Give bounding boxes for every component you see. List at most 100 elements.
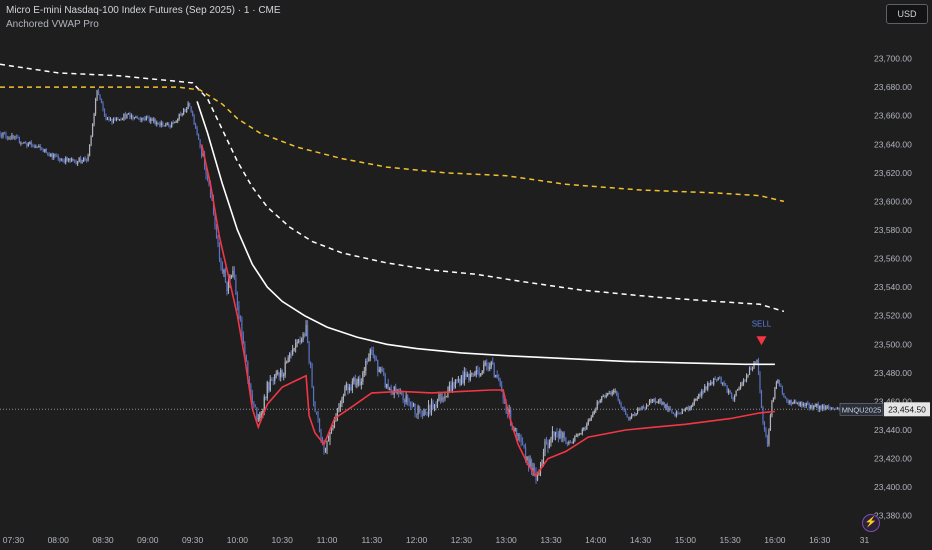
candle-body xyxy=(524,447,527,461)
currency-button[interactable]: USD xyxy=(886,4,928,24)
y-tick-label: 23,400.00 xyxy=(874,482,912,492)
candle-body xyxy=(177,118,179,121)
candle-body xyxy=(526,456,528,461)
candle-body xyxy=(775,382,778,388)
candle-body xyxy=(738,387,740,389)
candle-body xyxy=(0,135,3,137)
candle-body xyxy=(456,380,458,381)
candle-body xyxy=(507,412,509,414)
candle-body xyxy=(29,142,31,144)
candle-body xyxy=(741,383,743,385)
candle-body xyxy=(786,397,788,401)
candle-body xyxy=(442,397,445,399)
candle-body xyxy=(627,417,630,419)
x-tick-label: 08:30 xyxy=(92,535,114,545)
candle-body xyxy=(263,396,265,411)
candle-body xyxy=(548,442,551,448)
candle-body xyxy=(787,400,789,403)
candle-body xyxy=(120,119,122,121)
candle-body xyxy=(283,375,285,377)
candle-body xyxy=(211,197,213,200)
candle-body xyxy=(135,117,137,119)
candle-body xyxy=(756,360,758,363)
y-tick-label: 23,460.00 xyxy=(874,396,912,406)
candle-body xyxy=(496,374,498,379)
candle-body xyxy=(410,402,412,406)
candle-body xyxy=(625,410,627,414)
candle-body xyxy=(454,380,456,388)
candle-body xyxy=(112,119,115,123)
indicator-label[interactable]: Anchored VWAP Pro xyxy=(6,19,99,30)
candle-body xyxy=(789,400,791,403)
candle-body xyxy=(74,160,76,162)
candle-body xyxy=(366,360,368,362)
candle-body xyxy=(80,157,82,163)
candle-body xyxy=(266,382,268,399)
candle-body xyxy=(87,156,89,161)
candle-body xyxy=(148,118,150,122)
candle-body xyxy=(578,433,580,435)
candle-body xyxy=(265,396,267,399)
candle-body xyxy=(647,405,649,406)
candle-body xyxy=(171,122,173,127)
candle-body xyxy=(572,440,574,444)
candle-body xyxy=(798,402,800,406)
candle-body xyxy=(734,395,736,400)
candle-body xyxy=(545,441,548,443)
x-axis: 07:30 08:00 08:30 09:00 09:30 10:00 10:30 11:00… xyxy=(3,535,870,545)
candle-body xyxy=(811,405,813,410)
candle-body xyxy=(541,463,543,467)
candle-body xyxy=(278,372,280,378)
candle-body xyxy=(274,374,276,381)
candle-body xyxy=(820,405,822,409)
candle-body xyxy=(197,134,200,140)
candle-body xyxy=(218,243,221,260)
lightning-bolt-icon[interactable]: ⚡ xyxy=(862,514,880,532)
candle-body xyxy=(698,393,700,399)
candle-body xyxy=(235,278,237,295)
candle-body xyxy=(253,402,255,406)
candle-body xyxy=(259,415,261,419)
candle-body xyxy=(127,113,130,115)
chart-title: Micro E-mini Nasdaq-100 Index Futures (S… xyxy=(6,5,281,16)
candle-body xyxy=(593,410,595,414)
candle-body xyxy=(156,122,158,125)
candle-body xyxy=(717,377,719,380)
candle-body xyxy=(53,154,55,158)
candle-body xyxy=(205,167,207,175)
candle-body xyxy=(462,375,464,384)
candle-body xyxy=(254,405,256,408)
candle-body xyxy=(542,452,545,464)
candle-body xyxy=(118,119,121,121)
candle-body xyxy=(645,405,648,409)
x-tick-label: 10:00 xyxy=(227,535,249,545)
candle-body xyxy=(178,113,180,119)
candle-body xyxy=(153,119,155,121)
candle-body xyxy=(490,361,492,368)
price-label: 23,454.50 xyxy=(888,404,926,414)
candle-body xyxy=(696,398,698,400)
candle-body xyxy=(559,430,561,438)
candle-body xyxy=(489,367,491,370)
candle-body xyxy=(408,400,410,403)
candle-body xyxy=(147,116,149,119)
candle-body xyxy=(109,118,112,120)
candle-body xyxy=(805,402,807,406)
candle-body xyxy=(407,395,409,401)
candle-body xyxy=(268,382,270,391)
candle-body xyxy=(680,413,682,415)
candle-body xyxy=(620,403,622,407)
candle-body xyxy=(93,113,95,124)
candle-body xyxy=(292,349,294,355)
y-tick-label: 23,480.00 xyxy=(874,368,912,378)
y-tick-label: 23,620.00 xyxy=(874,168,912,178)
sell-arrow-icon xyxy=(756,336,767,346)
candle-body xyxy=(702,391,704,393)
candle-body xyxy=(8,137,10,139)
candle-body xyxy=(781,386,783,394)
candle-body xyxy=(453,382,455,388)
candle-body xyxy=(784,396,786,398)
candle-body xyxy=(566,442,568,444)
candle-body xyxy=(138,117,140,120)
